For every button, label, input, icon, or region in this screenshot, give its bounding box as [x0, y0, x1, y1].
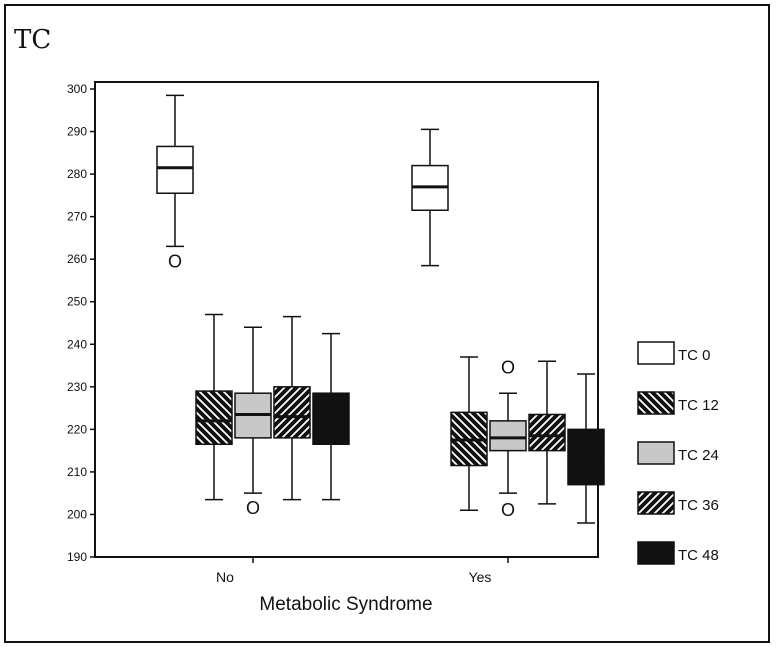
outlier-marker: O	[501, 358, 515, 378]
y-tick-label: 190	[67, 550, 87, 564]
legend-label: TC 12	[678, 397, 719, 414]
box-tc-12-yes	[450, 356, 488, 511]
iqr-box	[195, 390, 233, 446]
legend-item-tc-12: TC 12	[637, 391, 719, 415]
y-tick-label: 290	[67, 125, 87, 139]
box-tc-24-yes: OO	[489, 358, 527, 520]
y-tick-label: 220	[67, 422, 87, 436]
x-category-label: Yes	[469, 569, 492, 585]
legend-label: TC 36	[678, 497, 719, 514]
y-tick-label: 240	[67, 337, 87, 351]
y-tick-label: 300	[67, 82, 87, 96]
box-tc-0-no: O	[156, 94, 194, 271]
y-tick-label: 260	[67, 252, 87, 266]
y-tick-label: 250	[67, 295, 87, 309]
box-tc-48-yes	[567, 373, 605, 524]
x-axis-label: Metabolic Syndrome	[259, 594, 432, 615]
y-axis: 190 200 210 220 230 240 250 260 270 280 290 300	[67, 82, 95, 564]
legend-swatch	[637, 541, 675, 565]
box-tc-36-no	[273, 315, 311, 501]
legend-item-tc-36: TC 36	[637, 491, 719, 515]
box-tc-36-yes	[528, 360, 566, 505]
y-tick-label: 280	[67, 167, 87, 181]
figure-frame	[4, 4, 770, 643]
outlier-marker: O	[168, 251, 182, 271]
iqr-box	[489, 420, 527, 452]
y-tick-label: 200	[67, 507, 87, 521]
outlier-marker: O	[501, 500, 515, 520]
iqr-box	[156, 145, 194, 194]
box-tc-24-no: O	[234, 326, 272, 518]
iqr-box	[312, 392, 350, 446]
legend-swatch	[637, 441, 675, 465]
chart-title: TC	[14, 25, 51, 55]
box-tc-0-yes	[411, 128, 449, 267]
y-tick-label: 230	[67, 380, 87, 394]
box-tc-48-no	[312, 332, 350, 501]
iqr-box	[567, 428, 605, 486]
legend-swatch	[637, 341, 675, 365]
legend-label: TC 24	[678, 447, 719, 464]
legend-item-tc-24: TC 24	[637, 441, 719, 465]
outlier-marker: O	[246, 498, 260, 518]
legend: TC 0 TC 12 TC 24 TC 36 TC 48	[637, 341, 719, 565]
legend-swatch	[637, 391, 675, 415]
y-tick-label: 270	[67, 210, 87, 224]
legend-item-tc-48: TC 48	[637, 541, 719, 565]
legend-swatch	[637, 491, 675, 515]
y-tick-label: 210	[67, 465, 87, 479]
legend-label: TC 0	[678, 347, 711, 364]
legend-item-tc-0: TC 0	[637, 341, 711, 365]
plot-area-border	[94, 81, 599, 558]
x-axis: No Yes	[216, 557, 509, 585]
iqr-box	[528, 413, 566, 452]
x-category-label: No	[216, 569, 234, 585]
box-tc-12-no	[195, 313, 233, 501]
iqr-box	[273, 386, 311, 439]
legend-label: TC 48	[678, 547, 719, 564]
